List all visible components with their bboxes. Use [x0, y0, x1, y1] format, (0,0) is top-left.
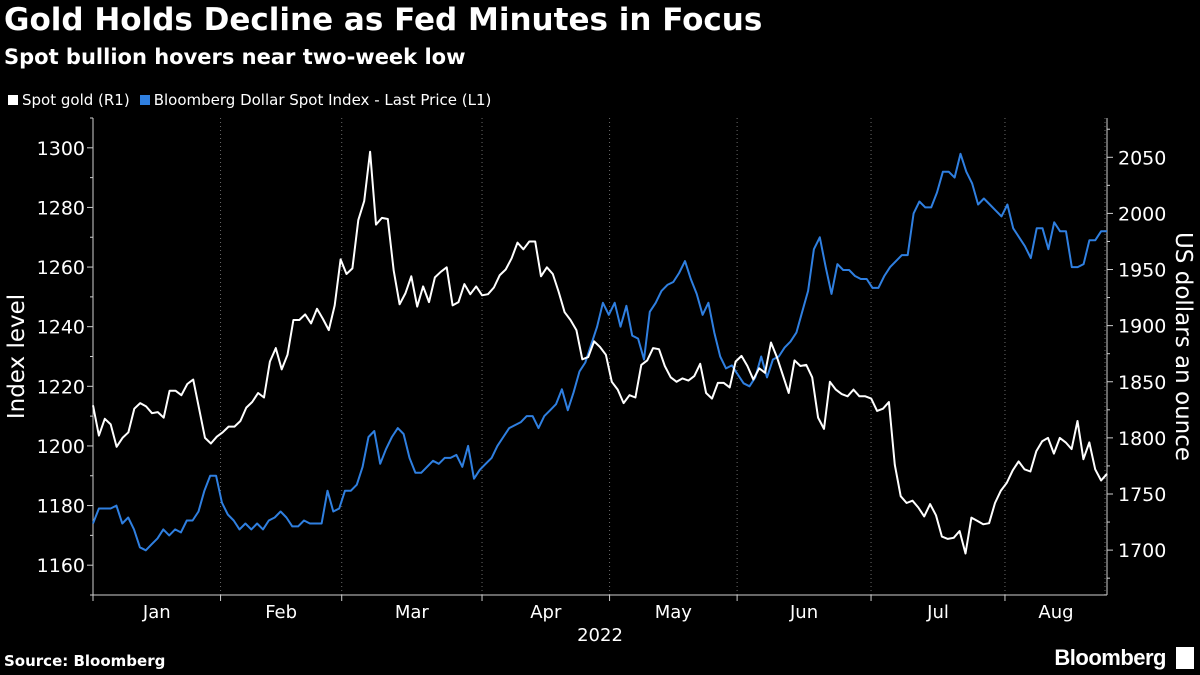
left-tick-label-1260: 1260: [37, 257, 85, 279]
legend-label-dollar-index: Bloomberg Dollar Spot Index - Last Price…: [153, 91, 492, 109]
left-tick-label-1220: 1220: [37, 376, 85, 398]
chart-subtitle: Spot bullion hovers near two-week low: [4, 45, 466, 69]
right-tick-label-1950: 1950: [1118, 260, 1166, 282]
left-tick-label-1280: 1280: [37, 197, 85, 219]
right-axis-title: US dollars an ounce: [1170, 232, 1196, 461]
right-tick-label-1900: 1900: [1118, 316, 1166, 338]
month-label-feb: Feb: [265, 602, 297, 623]
right-tick-label-1700: 1700: [1118, 540, 1166, 562]
right-tick-label-2000: 2000: [1118, 203, 1166, 225]
x-axis-year-label: 2022: [577, 625, 623, 646]
legend-item-dollar-index[interactable]: Bloomberg Dollar Spot Index - Last Price…: [139, 91, 492, 109]
series-line-dollar-index: [92, 152, 1107, 552]
left-tick-label-1200: 1200: [37, 436, 85, 458]
month-label-mar: Mar: [395, 602, 430, 623]
right-tick-label-1750: 1750: [1118, 484, 1166, 506]
bloomberg-terminal-icon: [1176, 647, 1194, 669]
right-tick-label-2050: 2050: [1118, 147, 1166, 169]
legend-swatch-dollar-index: [139, 95, 150, 105]
source-note: Source: Bloomberg: [4, 652, 166, 670]
brand-logo: Bloomberg: [1054, 645, 1166, 670]
month-label-may: May: [655, 602, 693, 623]
right-tick-label-1800: 1800: [1118, 428, 1166, 450]
month-label-jul: Jul: [926, 602, 949, 623]
series-line-spot-gold: [92, 150, 1108, 555]
legend-label-gold: Spot gold (R1): [22, 91, 130, 109]
left-tick-label-1240: 1240: [37, 317, 85, 339]
legend-item-gold[interactable]: Spot gold (R1): [8, 91, 130, 109]
month-label-apr: Apr: [530, 602, 562, 623]
legend-swatch-gold: [8, 95, 18, 105]
right-tick-label-1850: 1850: [1118, 372, 1166, 394]
left-tick-label-1180: 1180: [37, 496, 85, 518]
left-axis-title: Index level: [4, 294, 30, 419]
chart-title: Gold Holds Decline as Fed Minutes in Foc…: [4, 2, 763, 38]
month-label-jan: Jan: [142, 602, 171, 623]
left-tick-label-1160: 1160: [37, 555, 85, 577]
left-tick-label-1300: 1300: [37, 138, 85, 160]
month-label-jun: Jun: [789, 602, 818, 623]
month-label-aug: Aug: [1038, 602, 1073, 623]
chart-legend: Spot gold (R1) Bloomberg Dollar Spot Ind…: [8, 91, 501, 109]
